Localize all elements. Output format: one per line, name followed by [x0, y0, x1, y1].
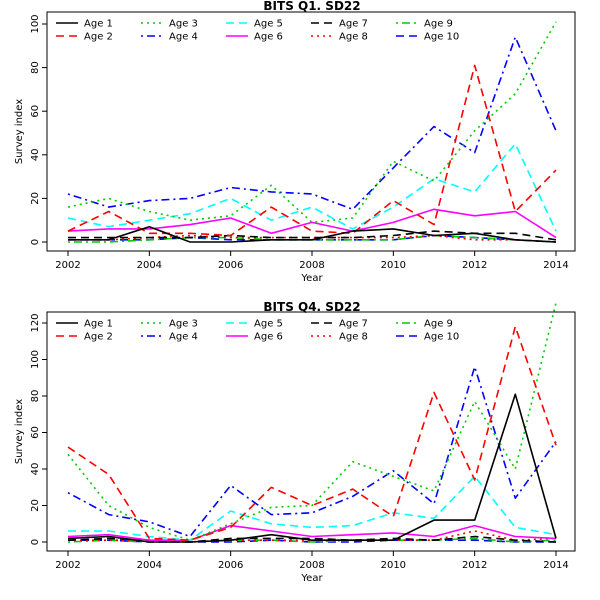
x-tick-label: 2008: [299, 560, 324, 571]
legend-label: Age 5: [254, 319, 283, 330]
legend-label: Age 7: [339, 319, 368, 330]
series-line-age-3: [67, 302, 557, 542]
legend-label: Age 3: [169, 19, 198, 30]
chart-title: BITS Q4. SD22: [263, 300, 360, 314]
y-tick-label: 0: [30, 539, 41, 545]
y-tick-label: 100: [30, 350, 41, 369]
legend-label: Age 4: [169, 332, 198, 343]
legend-label: Age 9: [424, 19, 453, 30]
series-line-age-2: [67, 64, 557, 237]
x-tick-label: 2014: [543, 260, 568, 271]
y-tick-label: 0: [30, 239, 41, 245]
series-group: [67, 302, 557, 543]
series-line-age-6: [67, 524, 557, 542]
series-line-age-5: [67, 143, 557, 232]
y-tick-label: 100: [30, 14, 41, 33]
x-tick-label: 2002: [55, 560, 80, 571]
x-tick-label: 2010: [381, 560, 406, 571]
legend-label: Age 10: [424, 332, 459, 343]
x-tick-label: 2004: [137, 560, 162, 571]
x-tick-label: 2012: [462, 560, 487, 571]
y-tick-label: 40: [30, 148, 41, 161]
legend-label: Age 10: [424, 32, 459, 43]
y-tick-label: 120: [30, 313, 41, 332]
legend-label: Age 2: [84, 332, 113, 343]
x-tick-label: 2012: [462, 260, 487, 271]
legend-label: Age 6: [254, 332, 283, 343]
x-tick-label: 2004: [137, 260, 162, 271]
legend: Age 1 Age 2 Age 3 Age 4 Age 5 Age 6 Age 7 Age 8…: [56, 19, 459, 43]
series-line-age-5: [68, 475, 557, 542]
y-tick-label: 20: [30, 499, 41, 512]
legend-label: Age 4: [169, 32, 198, 43]
y-axis-label: Survey index: [14, 399, 25, 464]
legend-label: Age 3: [169, 319, 198, 330]
x-tick-label: 2014: [543, 560, 568, 571]
legend-label: Age 9: [424, 319, 453, 330]
x-tick-label: 2002: [55, 260, 80, 271]
series-line-age-3: [67, 21, 557, 224]
x-tick-label: 2006: [218, 560, 243, 571]
series-line-age-6: [67, 208, 557, 239]
y-tick-label: 20: [30, 192, 41, 205]
series-line-age-2: [67, 325, 557, 542]
x-axis-label: Year: [300, 273, 323, 284]
series-line-age-1: [68, 225, 557, 243]
x-tick-label: 2010: [381, 260, 406, 271]
y-tick-label: 80: [30, 61, 41, 74]
series-line-age-1: [67, 393, 557, 543]
legend-label: Age 2: [84, 32, 113, 43]
legend-label: Age 6: [254, 32, 283, 43]
series-line-age-4: [67, 36, 557, 211]
y-tick-label: 60: [30, 105, 41, 118]
y-tick-label: 80: [30, 390, 41, 403]
y-tick-label: 40: [30, 463, 41, 476]
legend-label: Age 8: [339, 332, 368, 343]
x-tick-label: 2008: [299, 260, 324, 271]
legend-label: Age 1: [84, 319, 113, 330]
legend-label: Age 8: [339, 32, 368, 43]
y-tick-label: 60: [30, 426, 41, 439]
legend-label: Age 5: [254, 19, 283, 30]
chart-title: BITS Q1. SD22: [263, 0, 360, 13]
x-axis-label: Year: [300, 573, 323, 584]
series-group: [67, 21, 557, 243]
legend-label: Age 7: [339, 19, 368, 30]
x-tick-label: 2006: [218, 260, 243, 271]
legend: Age 1 Age 2 Age 3 Age 4 Age 5 Age 6 Age 7 Age 8…: [56, 319, 459, 343]
y-axis-label: Survey index: [14, 99, 25, 164]
legend-label: Age 1: [84, 19, 113, 30]
